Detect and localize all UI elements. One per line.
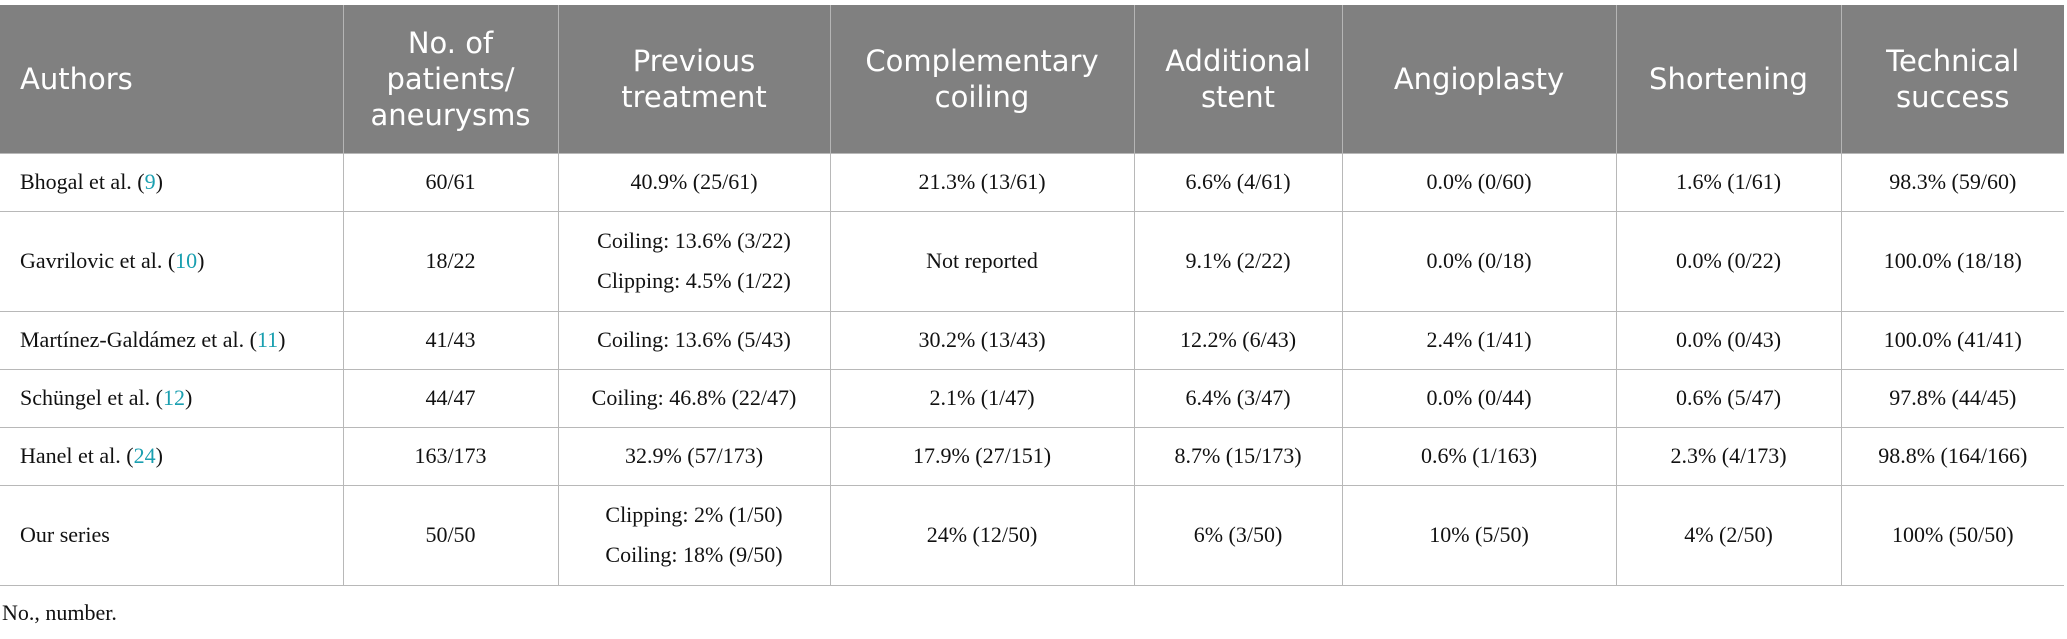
author-text: Bhogal et al. (	[20, 169, 145, 194]
table-body: Bhogal et al. (9) 60/61 40.9% (25/61) 21.3%…	[0, 152, 2064, 586]
table-row: Martínez-Galdámez et al. (11) 41/43 Coilin…	[0, 310, 2064, 370]
author-cell: Hanel et al. (24)	[0, 426, 344, 486]
author-cell: Schüngel et al. (12)	[0, 368, 344, 428]
table-cell: 2.4% (1/41)	[1341, 310, 1617, 370]
column-header: Authors	[0, 5, 343, 153]
table-cell: 1.6% (1/61)	[1615, 152, 1842, 212]
table-cell: 0.6% (1/163)	[1341, 426, 1617, 486]
table-cell: Not reported	[829, 210, 1135, 312]
table-cell: 21.3% (13/61)	[829, 152, 1135, 212]
table-cell: 98.8% (164/166)	[1840, 426, 2064, 486]
table-cell: 0.0% (0/60)	[1341, 152, 1617, 212]
table-cell: 163/173	[342, 426, 559, 486]
table-cell: 12.2% (6/43)	[1133, 310, 1343, 370]
author-text: )	[184, 385, 193, 410]
table-cell: 100% (50/50)	[1840, 484, 2064, 586]
column-header: Additional stent	[1133, 5, 1342, 153]
table-cell: 50/50	[342, 484, 559, 586]
table-cell: 24% (12/50)	[829, 484, 1135, 586]
results-table: Authors No. of patients/ aneurysms Previou…	[0, 5, 2064, 586]
author-text: Our series	[20, 522, 110, 547]
table-row: Our series 50/50 Clipping: 2% (1/50) Coilin…	[0, 484, 2064, 586]
table-cell: 100.0% (18/18)	[1840, 210, 2064, 312]
table-cell: Clipping: 2% (1/50) Coiling: 18% (9/50)	[557, 484, 831, 586]
column-header: Complementary coiling	[829, 5, 1134, 153]
table-cell: 8.7% (15/173)	[1133, 426, 1343, 486]
cell-line: Clipping: 4.5% (1/22)	[597, 268, 791, 293]
author-text: Martínez-Galdámez et al. (	[20, 327, 257, 352]
cell-line: Clipping: 2% (1/50)	[605, 502, 783, 527]
table-cell: 0.0% (0/22)	[1615, 210, 1842, 312]
table-cell: 97.8% (44/45)	[1840, 368, 2064, 428]
table-cell: 0.0% (0/44)	[1341, 368, 1617, 428]
table-cell: 0.0% (0/43)	[1615, 310, 1842, 370]
table-cell: 40.9% (25/61)	[557, 152, 831, 212]
reference-link: 9	[144, 169, 156, 194]
table-cell: Coiling: 13.6% (3/22) Clipping: 4.5% (1/2…	[557, 210, 831, 312]
table-cell: Coiling: 13.6% (5/43)	[557, 310, 831, 370]
table-cell: 41/43	[342, 310, 559, 370]
column-header: Technical success	[1840, 5, 2064, 153]
table-cell: 6.6% (4/61)	[1133, 152, 1343, 212]
author-cell: Our series	[0, 484, 344, 586]
author-cell: Gavrilovic et al. (10)	[0, 210, 344, 312]
table-cell: 32.9% (57/173)	[557, 426, 831, 486]
table-cell: 2.3% (4/173)	[1615, 426, 1842, 486]
author-text: Gavrilovic et al. (	[20, 248, 176, 273]
table-row: Schüngel et al. (12) 44/47 Coiling: 46.8% …	[0, 368, 2064, 428]
reference-link: 10	[175, 248, 198, 273]
table-cell: 18/22	[342, 210, 559, 312]
table-row: Bhogal et al. (9) 60/61 40.9% (25/61) 21.3%…	[0, 152, 2064, 212]
reference-link: 24	[133, 443, 156, 468]
cell-line: Coiling: 18% (9/50)	[605, 542, 783, 567]
table-row: Gavrilovic et al. (10) 18/22 Coiling: 13.6…	[0, 210, 2064, 312]
author-text: Schüngel et al. (	[20, 385, 163, 410]
table-cell: 0.6% (5/47)	[1615, 368, 1842, 428]
table-cell: 44/47	[342, 368, 559, 428]
footnote: No., number.	[2, 600, 117, 625]
author-text: Hanel et al. (	[20, 443, 134, 468]
table-cell: 17.9% (27/151)	[829, 426, 1135, 486]
author-text: )	[155, 169, 163, 194]
reference-link: 11	[256, 327, 279, 352]
table-cell: 0.0% (0/18)	[1341, 210, 1617, 312]
author-cell: Martínez-Galdámez et al. (11)	[0, 310, 344, 370]
table-cell: 2.1% (1/47)	[829, 368, 1135, 428]
table-cell: 6.4% (3/47)	[1133, 368, 1343, 428]
table-cell: 100.0% (41/41)	[1840, 310, 2064, 370]
reference-link: 12	[162, 385, 185, 410]
cell-line: Coiling: 13.6% (3/22)	[597, 228, 791, 253]
table-cell: 4% (2/50)	[1615, 484, 1842, 586]
table-row: Hanel et al. (24) 163/173 32.9% (57/173) 17…	[0, 426, 2064, 486]
author-text: )	[155, 443, 163, 468]
header-row: Authors No. of patients/ aneurysms Previou…	[0, 5, 2064, 153]
table-cell: 98.3% (59/60)	[1840, 152, 2064, 212]
column-header: No. of patients/ aneurysms	[342, 5, 558, 153]
table-cell: 30.2% (13/43)	[829, 310, 1135, 370]
column-header: Shortening	[1615, 5, 1841, 153]
table-cell: 9.1% (2/22)	[1133, 210, 1343, 312]
table-cell: 6% (3/50)	[1133, 484, 1343, 586]
author-text: )	[197, 248, 205, 273]
table-cell: Coiling: 46.8% (22/47)	[557, 368, 831, 428]
author-text: )	[278, 327, 286, 352]
column-header: Previous treatment	[557, 5, 830, 153]
author-cell: Bhogal et al. (9)	[0, 152, 344, 212]
table-cell: 60/61	[342, 152, 559, 212]
column-header: Angioplasty	[1341, 5, 1616, 153]
table-cell: 10% (5/50)	[1341, 484, 1617, 586]
